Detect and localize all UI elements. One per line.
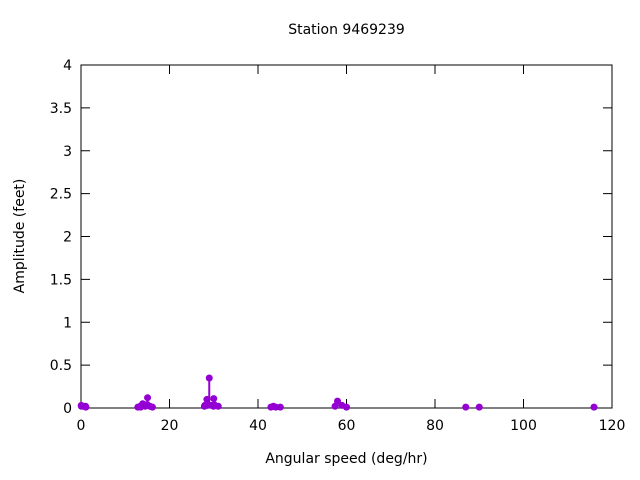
- y-tick-label: 4: [63, 58, 72, 74]
- data-point: [82, 403, 90, 411]
- x-tick-label: 100: [510, 418, 537, 434]
- y-tick-label: 2: [63, 230, 72, 246]
- data-point: [205, 374, 213, 382]
- data-point: [214, 402, 222, 410]
- x-axis-label: Angular speed (deg/hr): [265, 451, 428, 467]
- x-tick-label: 40: [249, 418, 267, 434]
- x-tick-label: 80: [426, 418, 444, 434]
- x-tick-label: 0: [77, 418, 86, 434]
- y-tick-label: 2.5: [50, 187, 72, 203]
- data-point: [210, 395, 218, 403]
- data-point: [148, 403, 156, 411]
- y-tick-label: 0: [63, 401, 72, 417]
- y-tick-label: 1: [63, 315, 72, 331]
- x-tick-label: 120: [599, 418, 626, 434]
- chart-title: Station 9469239: [288, 22, 405, 38]
- data-point: [590, 403, 598, 411]
- data-point: [343, 403, 350, 411]
- y-tick-label: 0.5: [50, 358, 72, 374]
- data-point: [462, 403, 470, 411]
- y-tick-label: 3: [63, 144, 72, 160]
- plot-border: [80, 64, 613, 409]
- x-tick-label: 60: [338, 418, 356, 434]
- y-tick-label: 1.5: [50, 272, 72, 288]
- y-tick-label: 3.5: [50, 101, 72, 117]
- data-point: [334, 397, 342, 405]
- data-point: [144, 394, 152, 402]
- x-tick-label: 20: [161, 418, 179, 434]
- data-point: [276, 403, 284, 411]
- data-point: [475, 403, 483, 411]
